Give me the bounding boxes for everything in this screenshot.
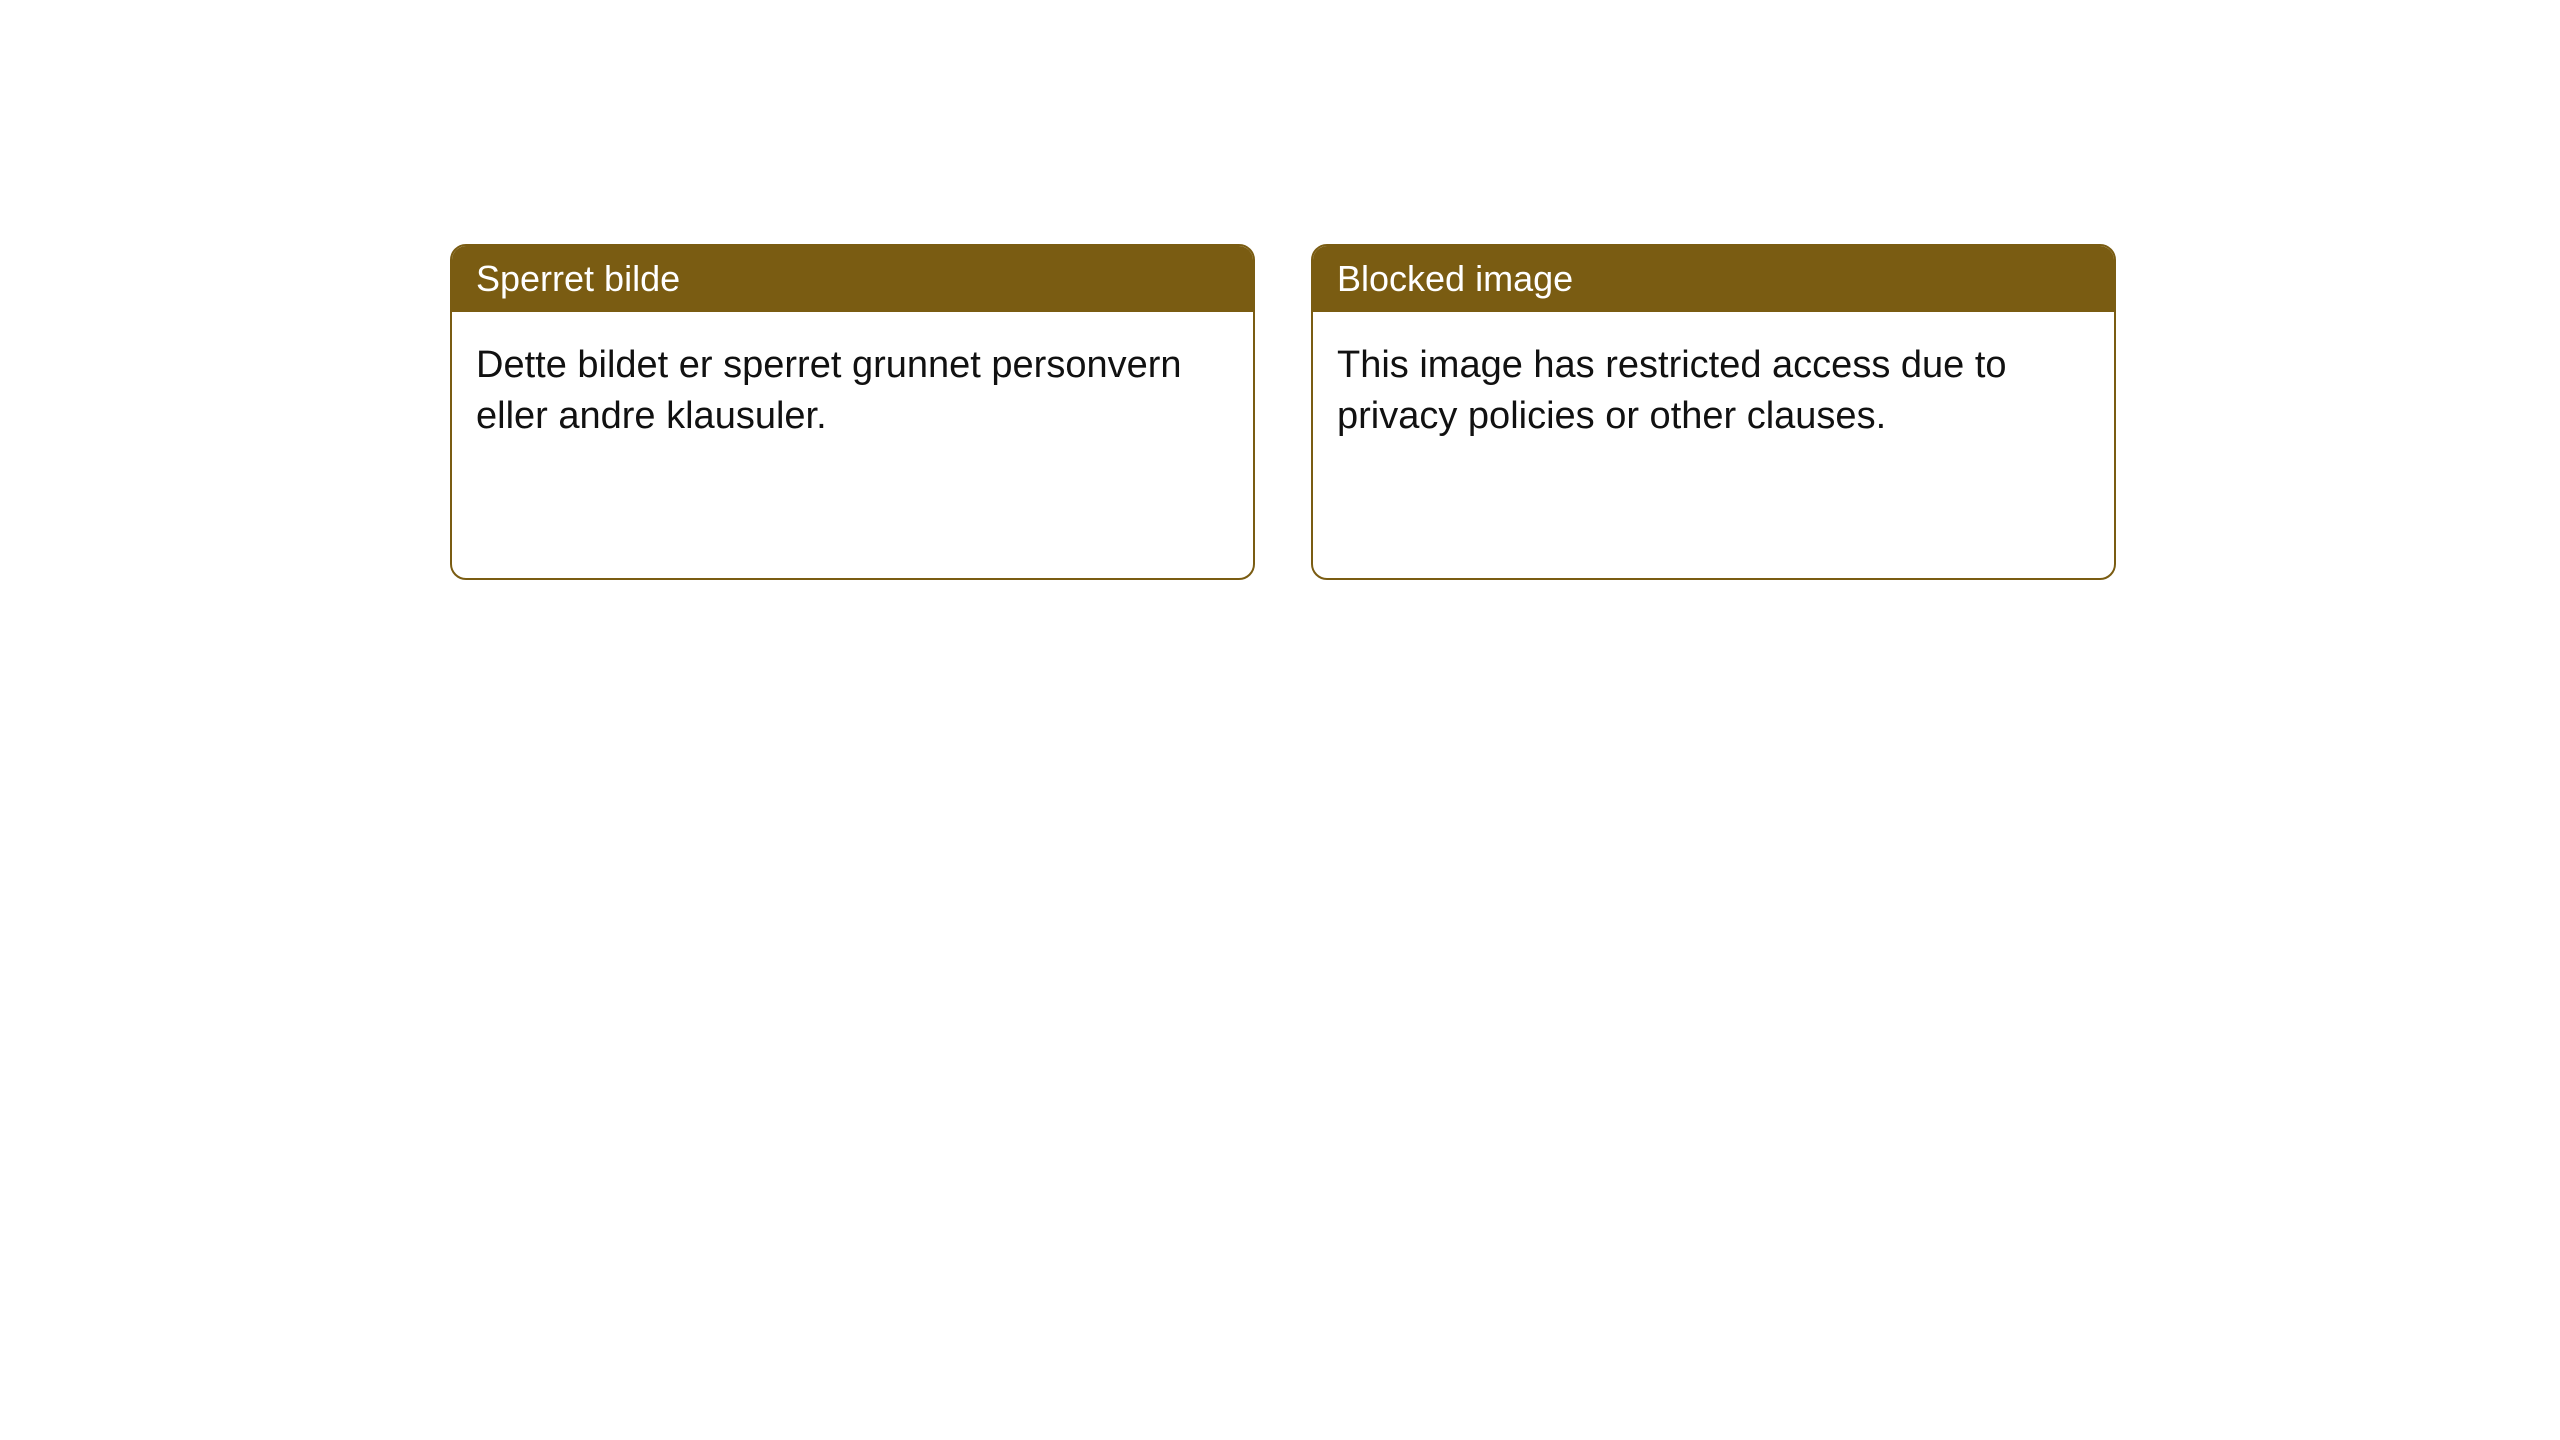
- notice-card-english: Blocked image This image has restricted …: [1311, 244, 2116, 580]
- card-body-text: This image has restricted access due to …: [1337, 344, 2007, 437]
- card-body: Dette bildet er sperret grunnet personve…: [452, 312, 1253, 471]
- card-body: This image has restricted access due to …: [1313, 312, 2114, 471]
- card-header: Sperret bilde: [452, 246, 1253, 312]
- cards-container: Sperret bilde Dette bildet er sperret gr…: [450, 244, 2116, 580]
- card-body-text: Dette bildet er sperret grunnet personve…: [476, 344, 1182, 437]
- card-header: Blocked image: [1313, 246, 2114, 312]
- card-title: Sperret bilde: [476, 258, 680, 299]
- notice-card-norwegian: Sperret bilde Dette bildet er sperret gr…: [450, 244, 1255, 580]
- card-title: Blocked image: [1337, 258, 1573, 299]
